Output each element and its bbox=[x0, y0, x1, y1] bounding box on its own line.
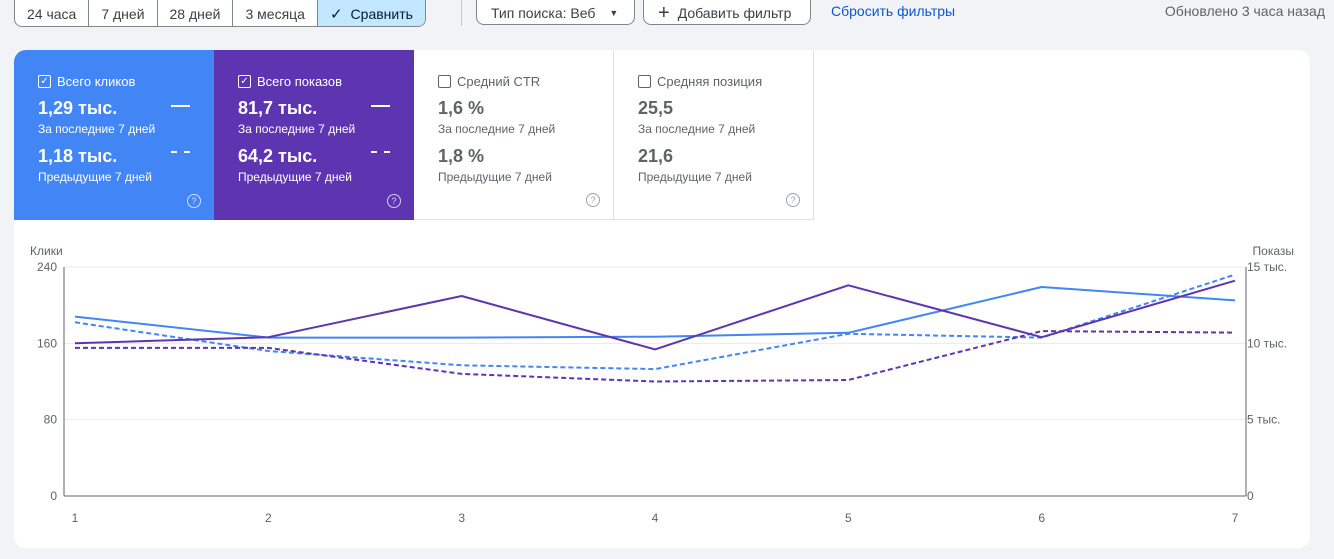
impressions-current-series-line bbox=[74, 279, 1236, 351]
metric-previous-period: Предыдущие 7 дней bbox=[38, 170, 152, 184]
metric-tile-clicks[interactable]: ✓ Всего кликов 1,29 тыс. За последние 7 … bbox=[14, 50, 214, 220]
solid-line-legend-icon bbox=[171, 105, 190, 107]
performance-card: ✓ Всего кликов 1,29 тыс. За последние 7 … bbox=[14, 50, 1310, 548]
caret-down-icon: ▼ bbox=[609, 7, 619, 18]
x-axis-tick-label: 5 bbox=[845, 511, 852, 525]
help-icon[interactable]: ? bbox=[786, 193, 800, 207]
x-axis-tick-label: 4 bbox=[652, 511, 659, 525]
checkbox-checked-icon[interactable]: ✓ bbox=[238, 75, 251, 88]
clicks-current-series-line bbox=[74, 286, 1236, 339]
dashed-line-legend-icon bbox=[171, 151, 190, 153]
left-axis-tick-label: 80 bbox=[44, 413, 58, 427]
date-range-selector: 24 часа 7 дней 28 дней 3 месяца ✓ Сравни… bbox=[14, 0, 426, 27]
check-icon: ✓ bbox=[329, 5, 343, 23]
metric-current-value: 1,6 % bbox=[438, 98, 485, 118]
right-axis-tick-label: 0 bbox=[1247, 489, 1254, 503]
left-axis-tick-label: 240 bbox=[37, 260, 57, 274]
x-axis-tick-label: 1 bbox=[72, 511, 79, 525]
search-type-dropdown[interactable]: Тип поиска: Веб ▼ bbox=[476, 0, 635, 25]
metric-previous-value: 1,18 тыс. bbox=[38, 146, 118, 166]
range-3m-label: 3 месяца bbox=[245, 5, 305, 22]
range-28d-label: 28 дней bbox=[169, 5, 221, 22]
right-axis-title: Показы bbox=[1253, 244, 1294, 258]
last-updated-text: Обновлено 3 часа назад bbox=[1164, 3, 1325, 19]
metric-tile-position[interactable]: ✓ Средняя позиция 25,5 За последние 7 дн… bbox=[614, 50, 814, 220]
checkbox-unchecked-icon[interactable]: ✓ bbox=[638, 75, 651, 88]
metric-previous-value: 64,2 тыс. bbox=[238, 146, 318, 166]
metric-label: Всего показов bbox=[257, 74, 342, 89]
help-icon[interactable]: ? bbox=[387, 194, 401, 208]
range-7d-label: 7 дней bbox=[101, 5, 145, 22]
left-axis-tick-label: 0 bbox=[50, 489, 57, 503]
x-axis-tick-label: 6 bbox=[1038, 511, 1045, 525]
range-7d-button[interactable]: 7 дней bbox=[89, 0, 158, 26]
metric-current-period: За последние 7 дней bbox=[438, 122, 556, 136]
compare-label: Сравнить bbox=[350, 5, 413, 22]
metric-previous-period: Предыдущие 7 дней bbox=[238, 170, 352, 184]
metric-tiles: ✓ Всего кликов 1,29 тыс. За последние 7 … bbox=[14, 50, 814, 220]
left-axis-title: Клики bbox=[30, 244, 63, 258]
compare-button[interactable]: ✓ Сравнить bbox=[317, 0, 425, 26]
metric-label: Всего кликов bbox=[57, 74, 136, 89]
help-icon[interactable]: ? bbox=[187, 194, 201, 208]
metric-current-period: За последние 7 дней bbox=[238, 122, 356, 136]
metric-previous-value: 1,8 % bbox=[438, 146, 485, 166]
metric-label: Средний CTR bbox=[457, 74, 541, 89]
checkbox-checked-icon[interactable]: ✓ bbox=[38, 75, 51, 88]
right-axis-tick-label: 10 тыс. bbox=[1247, 336, 1287, 350]
right-axis-tick-label: 15 тыс. bbox=[1247, 260, 1287, 274]
metric-tile-impressions[interactable]: ✓ Всего показов 81,7 тыс. За последние 7… bbox=[214, 50, 414, 220]
checkbox-unchecked-icon[interactable]: ✓ bbox=[438, 75, 451, 88]
solid-line-legend-icon bbox=[371, 105, 390, 107]
metric-label: Средняя позиция bbox=[657, 74, 763, 89]
add-filter-button[interactable]: + Добавить фильтр bbox=[643, 0, 811, 25]
dashed-line-legend-icon bbox=[371, 151, 390, 153]
range-24h-label: 24 часа bbox=[27, 5, 77, 22]
x-axis-tick-label: 7 bbox=[1232, 511, 1239, 525]
x-axis-tick-label: 2 bbox=[265, 511, 272, 525]
metric-current-value: 1,29 тыс. bbox=[38, 98, 118, 118]
metric-previous-period: Предыдущие 7 дней bbox=[438, 170, 552, 184]
range-24h-button[interactable]: 24 часа bbox=[15, 0, 90, 26]
reset-filters-link[interactable]: Сбросить фильтры bbox=[831, 3, 956, 19]
search-type-label: Тип поиска: Веб bbox=[491, 4, 596, 21]
metric-current-period: За последние 7 дней bbox=[38, 122, 156, 136]
metric-current-value: 25,5 bbox=[638, 98, 674, 118]
metric-tile-ctr[interactable]: ✓ Средний CTR 1,6 % За последние 7 дней … bbox=[414, 50, 614, 220]
performance-line-chart: Клики Показы 0 0 80 5 тыс. 160 10 тыс. 240 15 т… bbox=[30, 244, 1294, 525]
plus-icon: + bbox=[658, 1, 670, 24]
right-axis-tick-label: 5 тыс. bbox=[1247, 413, 1280, 427]
toolbar-divider bbox=[461, 0, 462, 26]
help-icon[interactable]: ? bbox=[586, 193, 600, 207]
metric-previous-value: 21,6 bbox=[638, 146, 674, 166]
metric-previous-period: Предыдущие 7 дней bbox=[638, 170, 752, 184]
range-3m-button[interactable]: 3 месяца bbox=[233, 0, 318, 26]
metric-current-value: 81,7 тыс. bbox=[238, 98, 318, 118]
metric-current-period: За последние 7 дней bbox=[638, 122, 756, 136]
x-axis-tick-label: 3 bbox=[458, 511, 465, 525]
left-axis-tick-label: 160 bbox=[37, 336, 57, 350]
add-filter-label: Добавить фильтр bbox=[677, 4, 792, 21]
impressions-previous-series-line bbox=[75, 330, 1236, 383]
range-28d-button[interactable]: 28 дней bbox=[158, 0, 234, 26]
